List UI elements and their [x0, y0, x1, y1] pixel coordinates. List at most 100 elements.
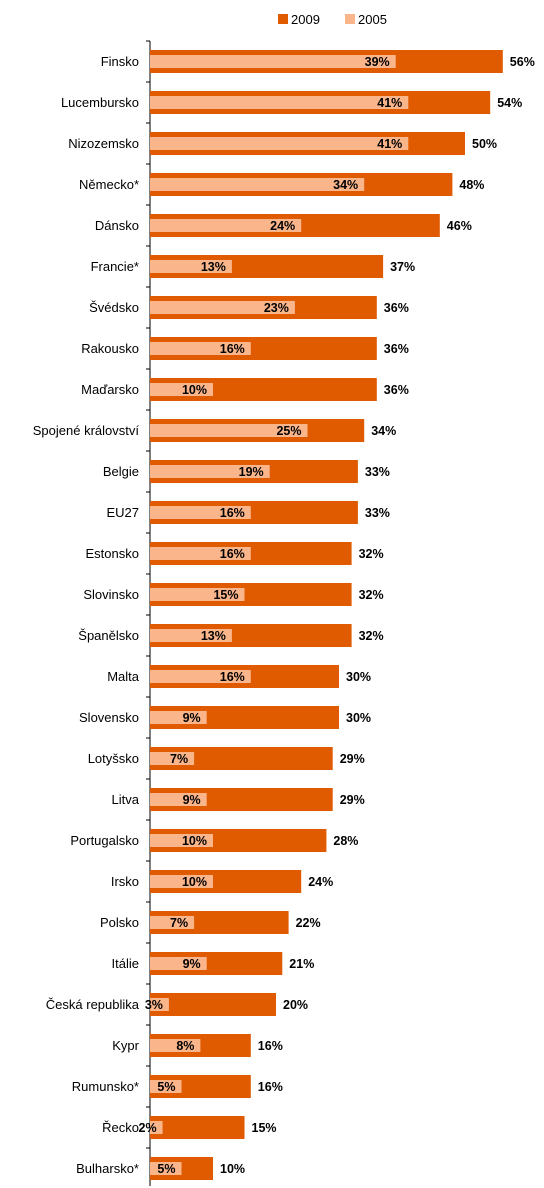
- category-label-lotyssko: Lotyšsko: [88, 751, 139, 766]
- category-labels: Finsko Lucembursko Nizozemsko Německo* Dánsk…: [33, 54, 140, 1176]
- legend-swatch-2005: [345, 14, 355, 24]
- category-label-francie: Francie*: [91, 259, 139, 274]
- value-label-2009-ceska-republika: 20%: [283, 998, 308, 1012]
- category-label-eu27: EU27: [106, 505, 139, 520]
- value-label-2009-spojene-kralovstvi: 34%: [371, 424, 396, 438]
- value-label-2005-rakousko: 16%: [220, 342, 245, 356]
- value-label-2005-rumunsko: 5%: [157, 1080, 175, 1094]
- category-label-slovensko: Slovensko: [79, 710, 139, 725]
- value-label-2009-malta: 30%: [346, 670, 371, 684]
- value-label-2005-lucembursko: 41%: [377, 96, 402, 110]
- legend-label-2009: 2009: [291, 12, 320, 27]
- bar-2005-francie: [150, 260, 232, 273]
- value-label-2009-lotyssko: 29%: [340, 752, 365, 766]
- value-label-2009-rumunsko: 16%: [258, 1080, 283, 1094]
- bar-2005-rumunsko: [150, 1080, 182, 1093]
- value-label-2005-italie: 9%: [183, 957, 201, 971]
- value-labels-2005: 39% 41% 41% 34% 24% 13% 23% 16% 10% 25% 19% 16% 16% 1…: [139, 55, 403, 1176]
- bar-2005-slovensko: [150, 711, 207, 724]
- bar-2005-svedsko: [150, 301, 295, 314]
- category-label-rumunsko: Rumunsko*: [72, 1079, 139, 1094]
- value-label-2005-svedsko: 23%: [264, 301, 289, 315]
- category-label-lucembursko: Lucembursko: [61, 95, 139, 110]
- bar-2005-dansko: [150, 219, 302, 232]
- bar-2005-estonsko: [150, 547, 251, 560]
- bar-2005-belgie: [150, 465, 270, 478]
- category-label-svedsko: Švédsko: [89, 300, 139, 315]
- value-label-2009-irsko: 24%: [308, 875, 333, 889]
- bar-2005-irsko: [150, 875, 213, 888]
- value-label-2005-ceska-republika: 3%: [145, 998, 163, 1012]
- bar-2005-nemecko: [150, 178, 365, 191]
- bar-2005-rakousko: [150, 342, 251, 355]
- bar-2005-spojene-kralovstvi: [150, 424, 308, 437]
- value-label-2009-belgie: 33%: [365, 465, 390, 479]
- value-label-2009-slovinsko: 32%: [359, 588, 384, 602]
- category-label-nizozemsko: Nizozemsko: [68, 136, 139, 151]
- value-label-2005-estonsko: 16%: [220, 547, 245, 561]
- category-label-bulharsko: Bulharsko*: [76, 1161, 139, 1176]
- value-label-2009-francie: 37%: [390, 260, 415, 274]
- value-label-2005-nizozemsko: 41%: [377, 137, 402, 151]
- category-label-portugalsko: Portugalsko: [70, 833, 139, 848]
- bar-2005-spanelsko: [150, 629, 232, 642]
- value-label-2009-slovensko: 30%: [346, 711, 371, 725]
- value-label-2009-nizozemsko: 50%: [472, 137, 497, 151]
- bar-2005-italie: [150, 957, 207, 970]
- bar-2005-portugalsko: [150, 834, 213, 847]
- value-label-2005-portugalsko: 10%: [182, 834, 207, 848]
- bar-2005-bulharsko: [150, 1162, 182, 1175]
- value-label-2009-italie: 21%: [289, 957, 314, 971]
- value-label-2005-dansko: 24%: [270, 219, 295, 233]
- value-label-2005-nemecko: 34%: [333, 178, 358, 192]
- value-label-2009-nemecko: 48%: [459, 178, 484, 192]
- category-label-polsko: Polsko: [100, 915, 139, 930]
- value-label-2005-irsko: 10%: [182, 875, 207, 889]
- category-label-irsko: Irsko: [111, 874, 139, 889]
- value-label-2009-dansko: 46%: [447, 219, 472, 233]
- value-label-2009-litva: 29%: [340, 793, 365, 807]
- value-label-2005-recko: 2%: [139, 1121, 157, 1135]
- value-label-2005-bulharsko: 5%: [157, 1162, 175, 1176]
- value-label-2009-portugalsko: 28%: [333, 834, 358, 848]
- bar-2009-ceska-republika: [150, 993, 276, 1016]
- bar-2005-litva: [150, 793, 207, 806]
- category-label-recko: Řecko: [102, 1120, 139, 1135]
- bar-2005-slovinsko: [150, 588, 245, 601]
- category-label-slovinsko: Slovinsko: [83, 587, 139, 602]
- value-label-2009-rakousko: 36%: [384, 342, 409, 356]
- value-label-2009-kypr: 16%: [258, 1039, 283, 1053]
- bar-2005-lucembursko: [150, 96, 409, 109]
- value-label-2009-bulharsko: 10%: [220, 1162, 245, 1176]
- bar-2005-kypr: [150, 1039, 201, 1052]
- bar-2005-polsko: [150, 916, 195, 929]
- bar-2005-madarsko: [150, 383, 213, 396]
- value-label-2009-estonsko: 32%: [359, 547, 384, 561]
- category-label-ceska-republika: Česká republika: [46, 997, 140, 1012]
- value-label-2005-belgie: 19%: [239, 465, 264, 479]
- category-label-spojene-kralovstvi: Spojené království: [33, 423, 140, 438]
- value-label-2005-spanelsko: 13%: [201, 629, 226, 643]
- value-label-2009-eu27: 33%: [365, 506, 390, 520]
- value-label-2005-slovinsko: 15%: [213, 588, 238, 602]
- category-label-madarsko: Maďarsko: [81, 382, 139, 397]
- bar-2005-malta: [150, 670, 251, 683]
- value-label-2005-polsko: 7%: [170, 916, 188, 930]
- category-label-malta: Malta: [107, 669, 140, 684]
- bar-2005-nizozemsko: [150, 137, 409, 150]
- bar-2005-eu27: [150, 506, 251, 519]
- value-label-2005-francie: 13%: [201, 260, 226, 274]
- value-label-2005-slovensko: 9%: [183, 711, 201, 725]
- category-label-kypr: Kypr: [112, 1038, 139, 1053]
- bar-2005-lotyssko: [150, 752, 195, 765]
- value-label-2005-kypr: 8%: [176, 1039, 194, 1053]
- bar-2009-lotyssko: [150, 747, 333, 770]
- value-label-2009-recko: 15%: [252, 1121, 277, 1135]
- value-label-2005-eu27: 16%: [220, 506, 245, 520]
- value-label-2009-svedsko: 36%: [384, 301, 409, 315]
- category-label-nemecko: Německo*: [79, 177, 139, 192]
- category-label-finsko: Finsko: [101, 54, 139, 69]
- value-label-2005-litva: 9%: [183, 793, 201, 807]
- legend-swatch-2009: [278, 14, 288, 24]
